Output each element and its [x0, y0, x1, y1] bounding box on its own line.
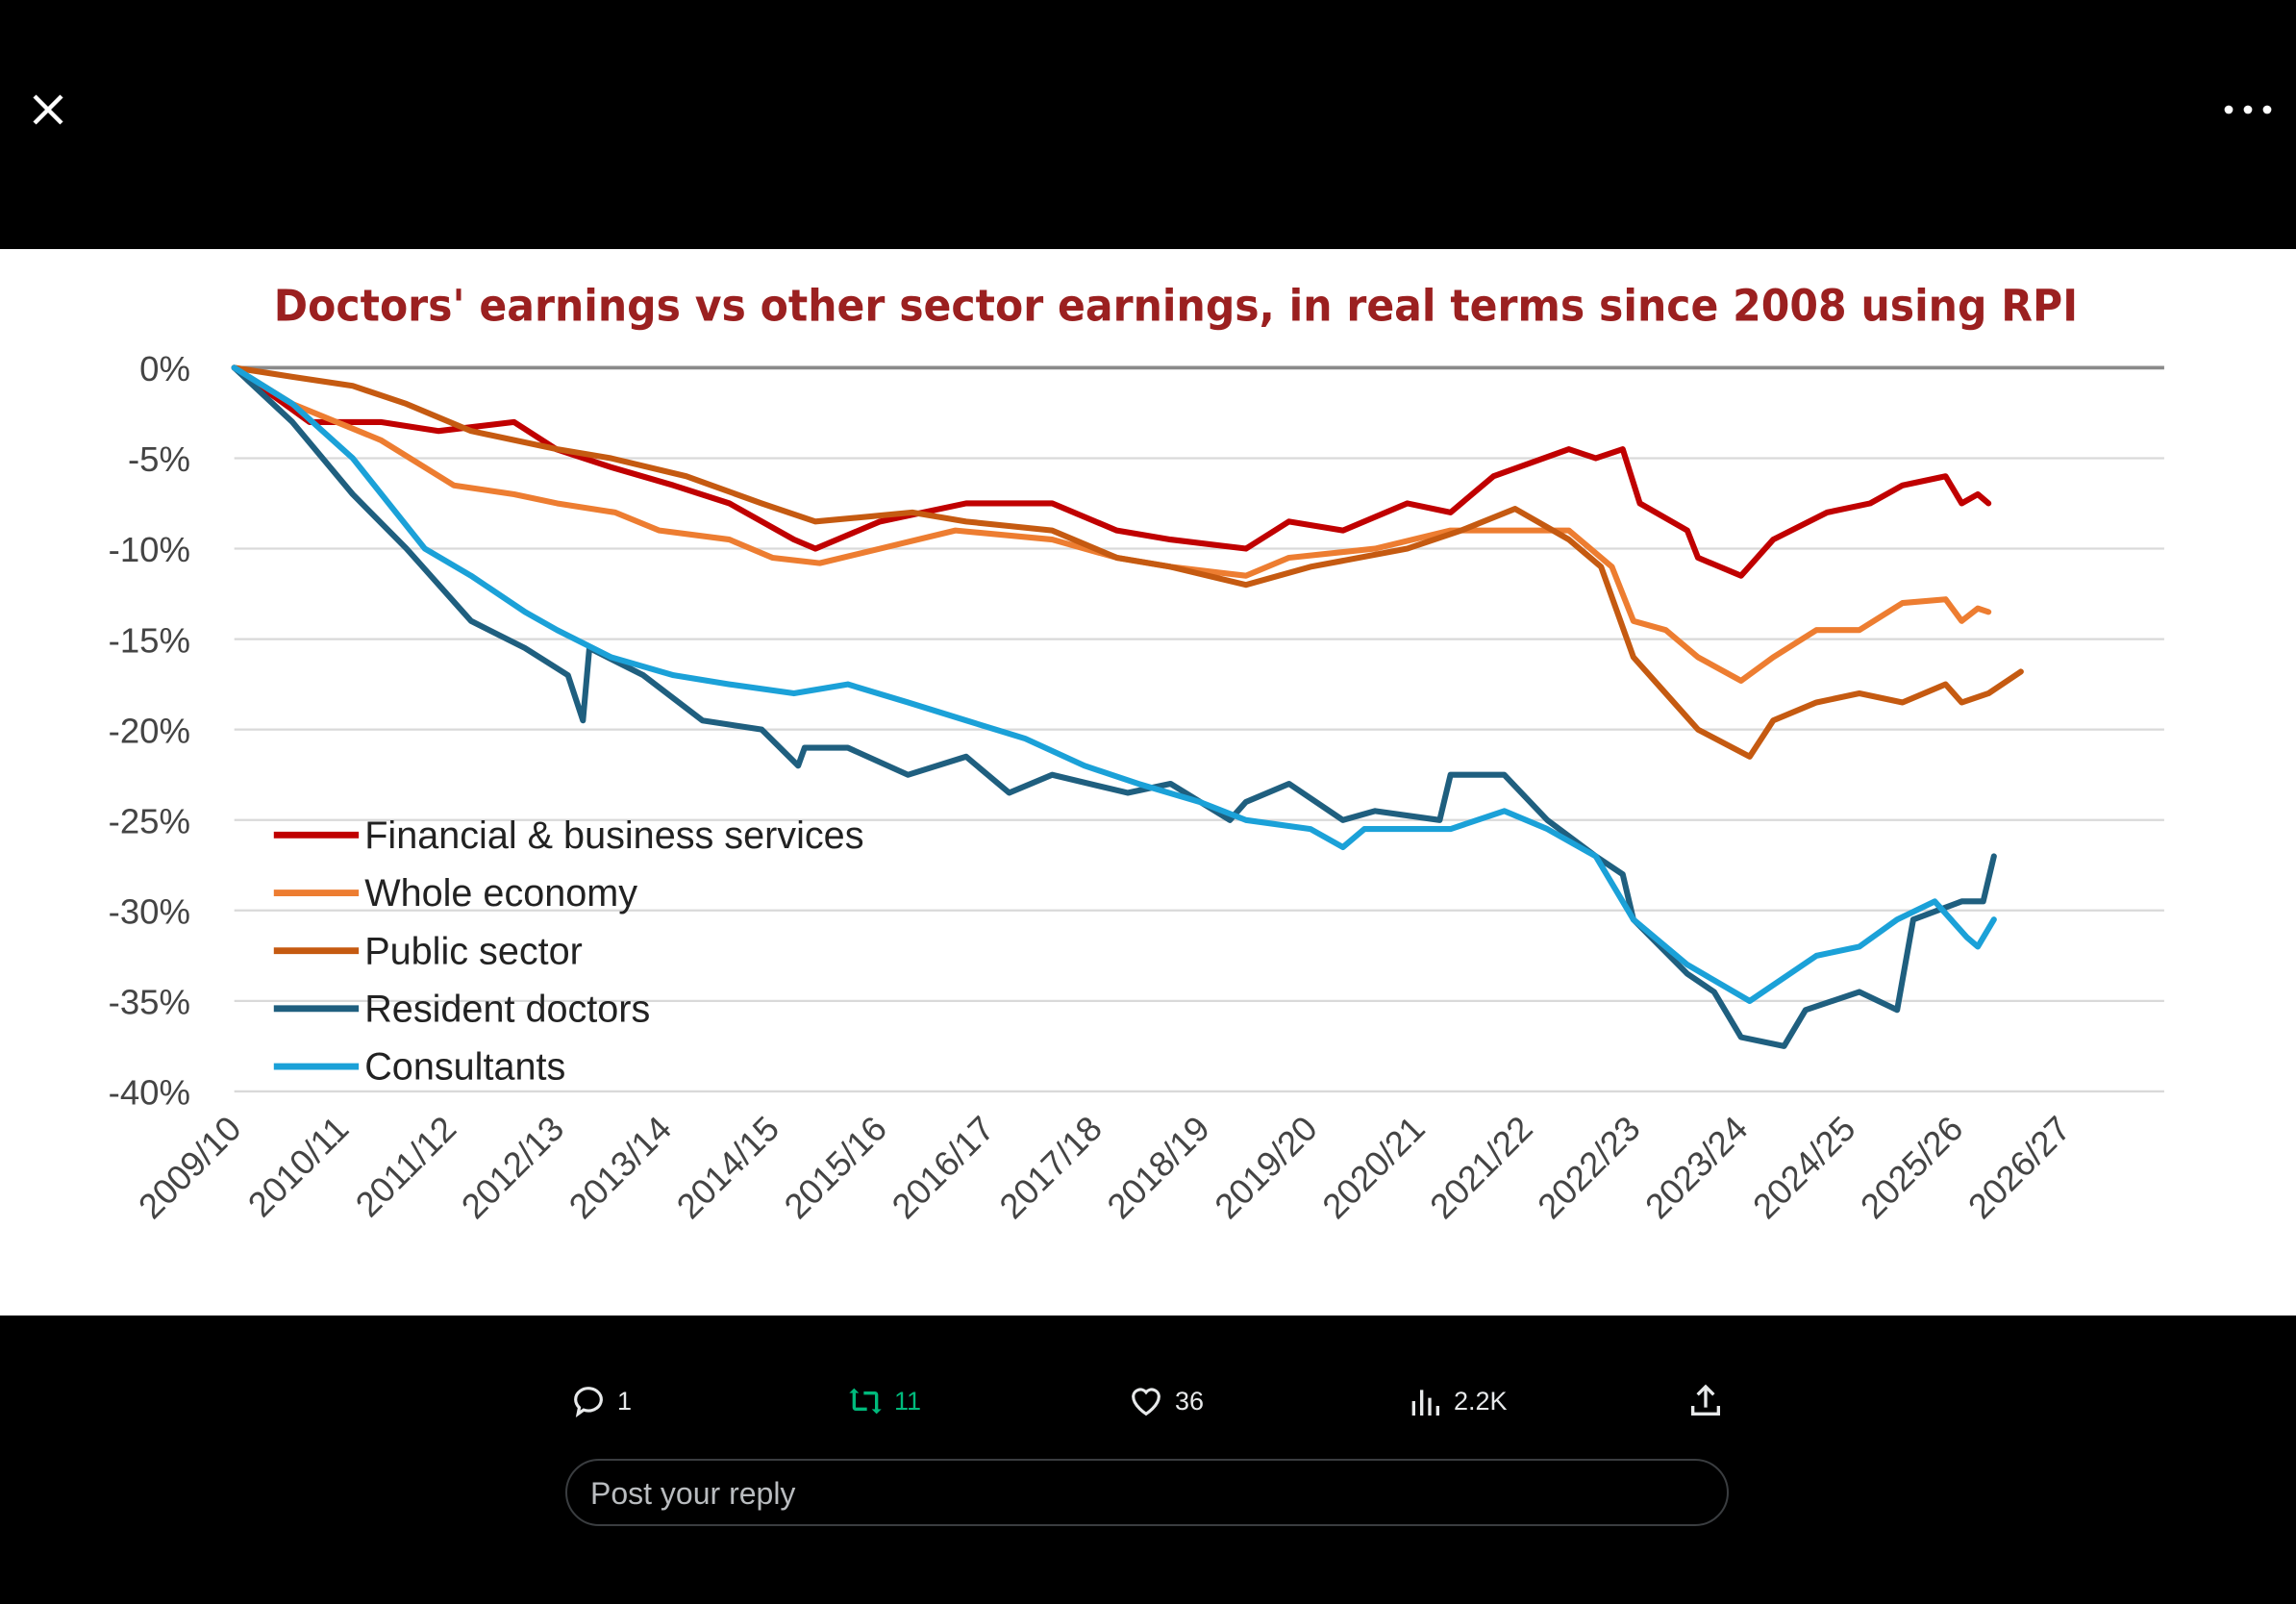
series-line-financial-business-services [231, 364, 1992, 579]
series-line-consultants [231, 364, 1997, 1004]
y-tick-label: -30% [109, 891, 190, 931]
close-icon [33, 94, 63, 125]
y-tick-label: -5% [128, 439, 190, 479]
x-tick-label: 2013/14 [562, 1109, 679, 1226]
x-tick-label: 2020/21 [1314, 1109, 1432, 1226]
x-tick-label: 2010/11 [240, 1109, 356, 1225]
reply-box[interactable] [565, 1459, 1729, 1526]
chart-title: Doctors' earnings vs other sector earnin… [274, 281, 2078, 332]
y-tick-label: -35% [109, 983, 190, 1022]
y-tick-label: -40% [109, 1073, 190, 1113]
x-tick-label: 2019/20 [1207, 1109, 1324, 1226]
close-button[interactable] [25, 87, 71, 133]
x-tick-label: 2009/10 [131, 1109, 248, 1226]
repost-icon [849, 1388, 882, 1415]
y-tick-label: -20% [109, 711, 190, 750]
post-actions: 1 11 36 2.2K [0, 1370, 2296, 1432]
x-tick-label: 2016/17 [885, 1109, 1002, 1226]
legend-label: Financial & business services [364, 815, 863, 857]
y-tick-label: -10% [109, 530, 190, 569]
view-count: 2.2K [1454, 1386, 1508, 1416]
x-tick-label: 2025/26 [1853, 1109, 1970, 1226]
share-icon [1691, 1384, 1720, 1416]
x-tick-label: 2014/15 [669, 1109, 786, 1226]
reply-icon [574, 1387, 603, 1417]
y-tick-label: 0% [139, 349, 190, 388]
y-tick-label: -15% [109, 620, 190, 660]
share-button[interactable] [1686, 1370, 1725, 1432]
series-line-public-sector [231, 364, 2024, 760]
x-tick-label: 2023/24 [1637, 1109, 1755, 1226]
x-tick-label: 2011/12 [348, 1109, 463, 1225]
x-tick-label: 2018/19 [1100, 1109, 1217, 1226]
x-tick-label: 2026/27 [1960, 1109, 2078, 1226]
repost-count: 11 [894, 1386, 922, 1416]
like-button[interactable]: 36 [1127, 1370, 1204, 1432]
analytics-icon [1411, 1390, 1439, 1416]
x-tick-label: 2015/16 [777, 1109, 894, 1226]
legend-label: Public sector [364, 930, 583, 972]
reply-input[interactable] [588, 1461, 1698, 1526]
x-tick-label: 2022/23 [1530, 1109, 1647, 1226]
heart-icon [1132, 1388, 1160, 1416]
x-tick-label: 2024/25 [1745, 1109, 1862, 1226]
more-icon [2224, 105, 2272, 114]
reply-button[interactable]: 1 [569, 1370, 632, 1432]
series-line-resident-doctors [231, 364, 1997, 1049]
more-options-button[interactable] [2221, 92, 2275, 127]
like-count: 36 [1175, 1386, 1205, 1416]
series-line-whole-economy [231, 364, 1992, 684]
x-tick-label: 2012/13 [454, 1109, 571, 1226]
legend-label: Consultants [364, 1046, 565, 1089]
chart-image: Doctors' earnings vs other sector earnin… [0, 249, 2296, 1316]
legend-label: Whole economy [364, 872, 637, 915]
x-tick-label: 2021/22 [1422, 1109, 1539, 1226]
legend-label: Resident doctors [364, 989, 650, 1031]
line-chart: Doctors' earnings vs other sector earnin… [109, 281, 2164, 1226]
y-tick-label: -25% [109, 801, 190, 840]
repost-button[interactable]: 11 [846, 1370, 921, 1432]
media-viewer-topbar [0, 0, 2296, 249]
reply-count: 1 [617, 1386, 633, 1416]
views-button[interactable]: 2.2K [1406, 1370, 1508, 1432]
x-tick-label: 2017/18 [992, 1109, 1110, 1226]
